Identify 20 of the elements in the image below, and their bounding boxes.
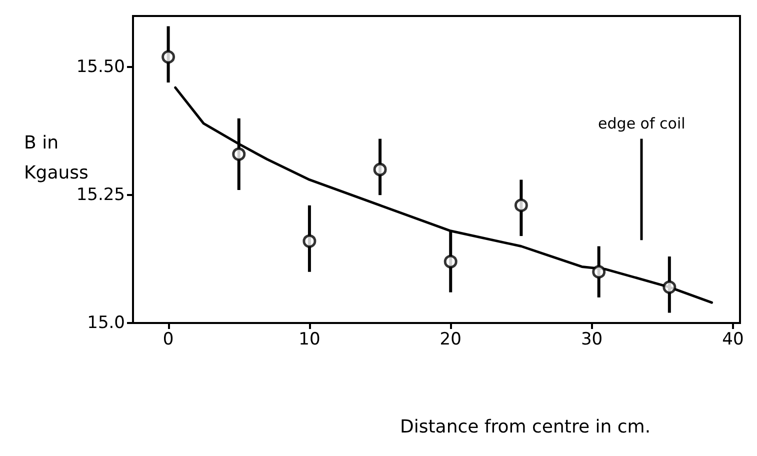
point [373,162,387,176]
y-axis-title: B in Kgauss [24,132,88,184]
point [162,50,176,64]
line-series [174,86,714,304]
y-tick-label: 15.50 [76,57,125,78]
point [592,265,606,279]
point [232,147,246,161]
x-axis-title: Distance from centre in cm. [400,416,651,438]
point [662,280,676,294]
x-tick-label: 30 [580,330,603,350]
x-tick-label: 10 [298,330,320,350]
annotation: edge of coil [598,114,686,132]
point [444,254,458,268]
x-tick-label: 40 [722,330,744,350]
y-tick-label: 15.25 [76,185,125,206]
y-tick-label: 15.0 [87,313,125,333]
point [302,234,316,248]
x-tick-label: 20 [440,330,462,350]
point [514,198,528,212]
x-tick-label: 0 [162,330,174,350]
